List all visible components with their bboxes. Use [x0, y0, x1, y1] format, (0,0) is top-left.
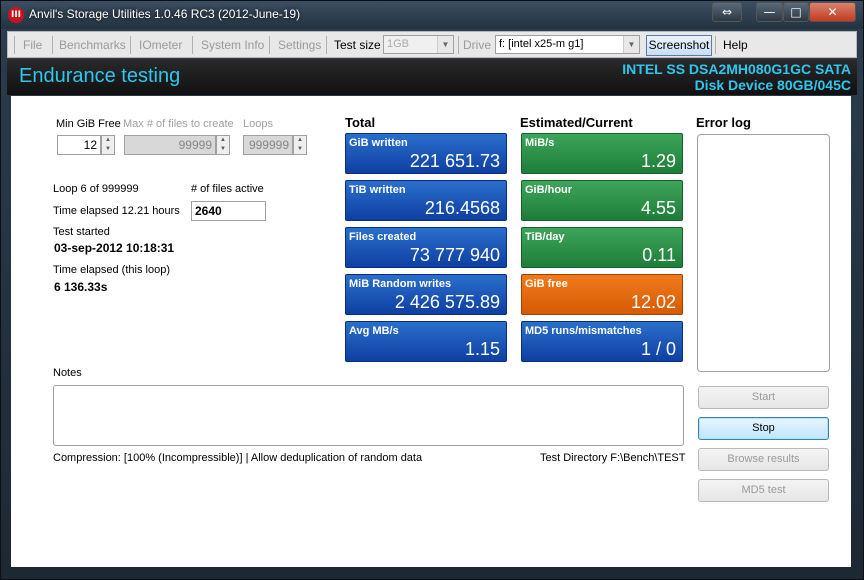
tib-written-tile: TiB written 216.4568: [345, 180, 507, 221]
chevron-down-icon: ▼: [437, 36, 453, 53]
menu-separator: [458, 36, 459, 54]
device-name-line2: Disk Device 80GB/045C: [694, 77, 851, 93]
test-directory: Test Directory F:\Bench\TEST: [540, 452, 686, 464]
menu-help[interactable]: Help: [723, 38, 748, 52]
menu-separator: [14, 36, 15, 54]
main-panel: Min GiB Free 12 ▲ ▼ Max # of files to cre…: [11, 96, 851, 567]
page-title: Endurance testing: [19, 65, 181, 87]
loops-label: Loops: [243, 118, 273, 130]
menu-separator: [52, 36, 53, 54]
files-created-tile: Files created 73 777 940: [345, 227, 507, 268]
notes-textarea[interactable]: [53, 385, 684, 446]
max-files-stepper[interactable]: ▲ ▼: [216, 135, 230, 155]
time-elapsed: Time elapsed 12.21 hours: [53, 205, 180, 217]
avg-mbs-tile: Avg MB/s 1.15: [345, 321, 507, 362]
gib-free-tile: GiB free 12.02: [521, 274, 683, 315]
menu-system-info[interactable]: System Info: [201, 38, 265, 52]
md5-runs-tile: MD5 runs/mismatches 1 / 0: [521, 321, 683, 362]
random-writes-tile: MiB Random writes 2 426 575.89: [345, 274, 507, 315]
tile-label: MiB Random writes: [349, 278, 452, 290]
tile-value: 1.29: [640, 151, 676, 171]
tile-label: Files created: [349, 231, 417, 243]
tile-value: 12.02: [630, 292, 676, 312]
minimize-button[interactable]: —: [756, 2, 783, 22]
menu-separator: [130, 36, 131, 54]
min-gib-free-input[interactable]: 12: [57, 135, 101, 155]
drive-label: Drive: [463, 38, 492, 52]
loop-status: Loop 6 of 999999: [53, 183, 139, 195]
test-size-label: Test size: [334, 38, 381, 52]
start-button[interactable]: Start: [698, 386, 829, 409]
files-active-label: # of files active: [191, 183, 264, 195]
tib-day-tile: TiB/day 0.11: [521, 227, 683, 268]
tile-value: 1.15: [464, 339, 500, 359]
menu-benchmarks[interactable]: Benchmarks: [59, 38, 126, 52]
menu-bar: File Benchmarks IOmeter System Info Sett…: [7, 31, 857, 58]
gib-written-tile: GiB written 221 651.73: [345, 133, 507, 174]
loops-input[interactable]: 999999: [243, 135, 293, 155]
test-size-value: 1GB: [387, 38, 410, 50]
gib-hour-tile: GiB/hour 4.55: [521, 180, 683, 221]
screenshot-button[interactable]: Screenshot: [646, 35, 712, 56]
menu-file[interactable]: File: [23, 38, 43, 52]
tile-label: Avg MB/s: [349, 325, 399, 337]
browse-results-button[interactable]: Browse results: [698, 448, 829, 471]
device-name: INTEL SS DSA2MH080G1GC SATA Disk Device …: [622, 61, 851, 93]
estimated-heading: Estimated/Current: [520, 115, 633, 130]
drive-select[interactable]: f: [intel x25-m g1] ▼: [495, 35, 640, 54]
tile-value: 73 777 940: [409, 245, 500, 265]
notes-label: Notes: [53, 367, 82, 379]
tile-value: 4.55: [640, 198, 676, 218]
test-size-select[interactable]: 1GB ▼: [383, 35, 454, 54]
maximize-button[interactable]: □: [783, 2, 809, 22]
test-started-label: Test started: [53, 226, 110, 238]
tile-value: 1 / 0: [640, 339, 676, 359]
restore-icon[interactable]: ⇔: [712, 2, 742, 22]
tile-label: MiB/s: [525, 137, 555, 149]
menu-iometer[interactable]: IOmeter: [139, 38, 183, 52]
tile-value: 0.11: [642, 245, 676, 265]
min-gib-free-stepper[interactable]: ▲ ▼: [101, 135, 115, 155]
mibs-tile: MiB/s 1.29: [521, 133, 683, 174]
md5-test-button[interactable]: MD5 test: [698, 479, 829, 502]
error-log-heading: Error log: [696, 115, 751, 130]
tile-label: MD5 runs/mismatches: [525, 325, 642, 337]
close-button[interactable]: ✕: [809, 2, 856, 22]
tile-label: GiB free: [525, 278, 568, 290]
menu-settings[interactable]: Settings: [278, 38, 322, 52]
time-elapsed-loop-value: 6 136.33s: [54, 280, 108, 294]
device-name-line1: INTEL SS DSA2MH080G1GC SATA: [622, 61, 851, 77]
menu-separator: [715, 36, 716, 54]
chevron-down-icon: ▼: [623, 36, 639, 53]
tile-label: TiB/day: [525, 231, 565, 243]
menu-separator: [326, 36, 327, 54]
stop-button[interactable]: Stop: [698, 417, 829, 440]
menu-separator: [192, 36, 193, 54]
tile-label: TiB written: [349, 184, 406, 196]
drive-value: f: [intel x25-m g1]: [499, 38, 584, 50]
page-header: Endurance testing INTEL SS DSA2MH080G1GC…: [7, 59, 857, 95]
test-started-value: 03-sep-2012 10:18:31: [54, 241, 175, 255]
max-files-label: Max # of files to create: [123, 118, 234, 130]
menu-separator: [269, 36, 270, 54]
tile-value: 2 426 575.89: [394, 292, 500, 312]
window-title: Anvil's Storage Utilities 1.0.46 RC3 (20…: [29, 7, 301, 21]
compression-info: Compression: [100% (Incompressible)] | A…: [53, 452, 423, 464]
tile-label: GiB/hour: [525, 184, 573, 196]
loops-stepper[interactable]: ▲ ▼: [293, 135, 307, 155]
anvil-app-icon: III: [8, 7, 24, 23]
files-active-value: 2640: [191, 201, 266, 221]
max-files-input[interactable]: 99999: [124, 135, 216, 155]
error-log-box[interactable]: [697, 134, 830, 372]
tile-value: 221 651.73: [409, 151, 500, 171]
title-bar[interactable]: III Anvil's Storage Utilities 1.0.46 RC3…: [1, 1, 863, 29]
tile-value: 216.4568: [424, 198, 500, 218]
total-heading: Total: [345, 115, 376, 130]
min-gib-free-label: Min GiB Free: [56, 118, 121, 130]
time-elapsed-loop-label: Time elapsed (this loop): [53, 264, 170, 276]
tile-label: GiB written: [349, 137, 408, 149]
